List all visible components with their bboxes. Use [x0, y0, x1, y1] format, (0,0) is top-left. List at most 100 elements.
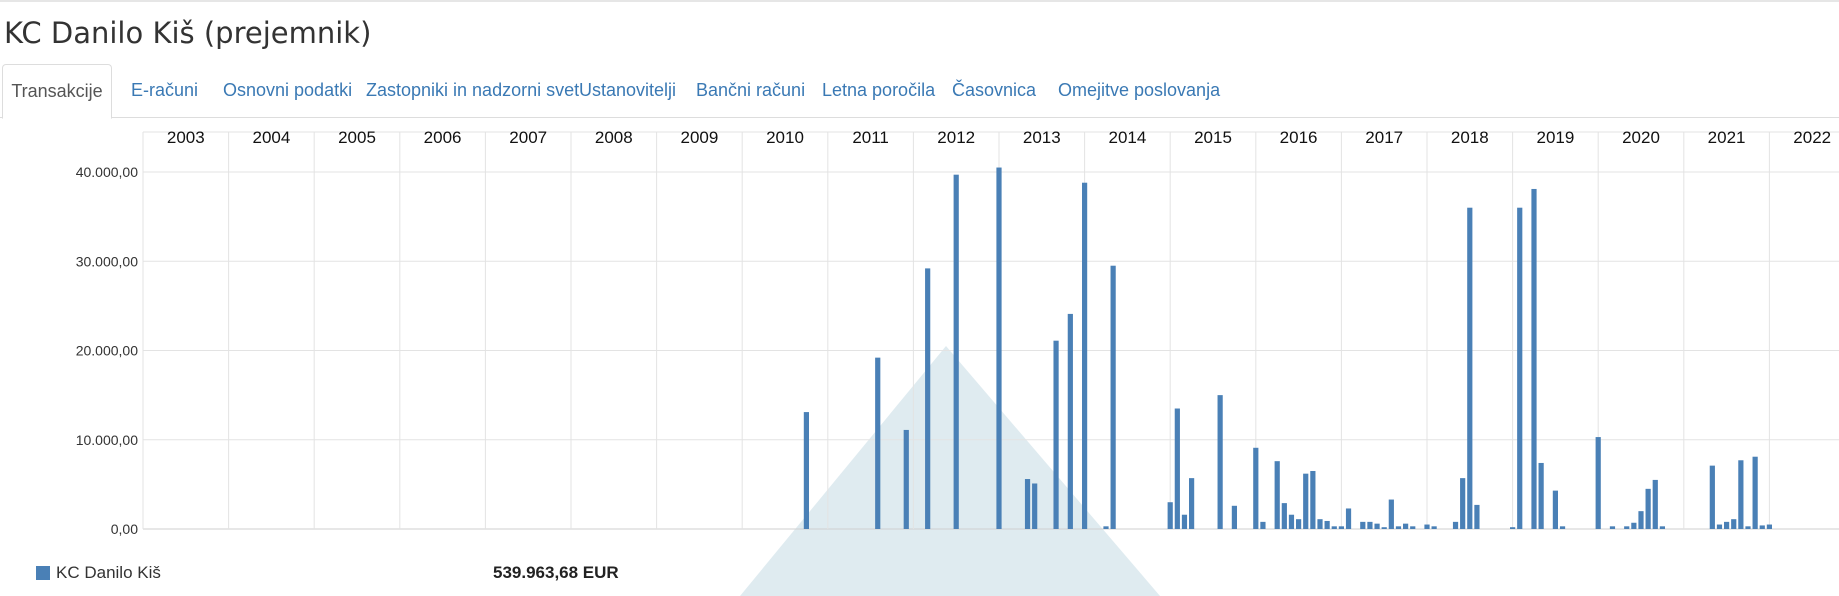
bar: [1082, 182, 1088, 529]
y-tick-label: 20.000,00: [76, 343, 138, 359]
bar: [1731, 519, 1737, 529]
bar: [803, 412, 809, 529]
bar: [996, 167, 1002, 529]
tab-ustanovitelji[interactable]: Ustanovitelji: [579, 80, 677, 100]
bar: [1296, 519, 1302, 529]
bar: [1474, 504, 1480, 529]
bar: [1331, 526, 1337, 529]
bar: [1645, 488, 1651, 529]
bar: [1510, 527, 1516, 529]
bar: [1559, 526, 1566, 529]
bar: [1531, 188, 1537, 529]
bar: [1317, 519, 1323, 529]
bar: [1381, 527, 1387, 529]
bar: [1452, 521, 1459, 529]
tab-letna-porocila[interactable]: Letna poročila: [822, 80, 936, 100]
bar: [1053, 340, 1059, 529]
tab-omejitve-poslovanja[interactable]: Omejitve poslovanja: [1058, 80, 1221, 100]
bar: [1659, 526, 1665, 529]
bar: [1103, 526, 1109, 529]
bar: [1431, 526, 1437, 529]
bar: [1766, 524, 1772, 529]
x-tick-label: 2016: [1280, 128, 1318, 147]
bar: [1538, 462, 1544, 529]
x-tick-label: 2009: [680, 128, 718, 147]
bar: [1260, 521, 1266, 529]
bar: [1253, 447, 1259, 529]
bar: [1724, 521, 1730, 529]
bar: [1360, 521, 1366, 529]
bar: [953, 174, 959, 530]
bar: [1024, 479, 1031, 529]
bar: [1624, 526, 1630, 529]
bar: [1716, 524, 1723, 529]
bar: [1552, 490, 1558, 529]
bar: [1345, 508, 1352, 529]
x-tick-label: 2013: [1023, 128, 1061, 147]
bar: [1281, 503, 1287, 529]
bar: [1217, 395, 1223, 529]
tab-bar: Transakcije E-računi Osnovni podatki Zas…: [0, 64, 1839, 119]
bar: [1288, 514, 1295, 529]
bar: [1189, 478, 1195, 529]
bar: [903, 429, 909, 529]
bar: [1609, 526, 1616, 529]
x-tick-label: 2010: [766, 128, 804, 147]
bar: [875, 357, 881, 529]
legend-label: KC Danilo Kiš: [56, 563, 161, 582]
bar: [1310, 470, 1316, 529]
bar: [1467, 207, 1473, 529]
x-tick-label: 2015: [1194, 128, 1232, 147]
tab-osnovni-podatki[interactable]: Osnovni podatki: [223, 80, 353, 100]
bar: [1274, 461, 1280, 529]
x-tick-label: 2012: [937, 128, 975, 147]
bar: [1460, 478, 1466, 529]
y-tick-label: 10.000,00: [76, 432, 138, 448]
bar: [1395, 526, 1402, 529]
y-tick-label: 40.000,00: [76, 164, 138, 180]
transactions-chart: 0,00 10.000,00 20.000,00 30.000,00 40.000,00…: [76, 128, 1839, 596]
bar: [1631, 522, 1637, 529]
bar: [1517, 207, 1523, 529]
bar: [1338, 526, 1344, 529]
x-tick-label: 2005: [338, 128, 376, 147]
bar: [1067, 313, 1073, 529]
bar: [1745, 526, 1751, 529]
legend-total: 539.963,68 EUR: [493, 563, 619, 582]
bar: [1303, 473, 1309, 529]
bar: [1367, 521, 1373, 529]
x-tick-label: 2003: [167, 128, 205, 147]
tab-zastopniki[interactable]: Zastopniki in nadzorni svet: [366, 80, 580, 100]
bar: [1110, 265, 1116, 529]
bar: [1324, 520, 1330, 529]
bar: [1638, 511, 1644, 529]
legend-swatch: [36, 566, 50, 580]
x-tick-label: 2014: [1108, 128, 1146, 147]
tab-bancni-racuni[interactable]: Bančni računi: [696, 80, 806, 100]
y-tick-label: 0,00: [111, 521, 138, 537]
x-tick-label: 2021: [1708, 128, 1746, 147]
chart-legend[interactable]: KC Danilo Kiš: [36, 562, 161, 584]
x-tick-label: 2007: [509, 128, 547, 147]
tab-e-racuni[interactable]: E-računi: [131, 80, 199, 100]
x-tick-label: 2006: [424, 128, 462, 147]
watermark-shape: [740, 346, 1160, 596]
bar: [1388, 499, 1394, 529]
bar: [1738, 460, 1744, 529]
bar: [1595, 437, 1601, 529]
bar: [1231, 505, 1237, 529]
bar: [925, 268, 931, 529]
bar: [1709, 465, 1715, 529]
bar: [1174, 408, 1180, 529]
bar: [1759, 525, 1765, 529]
x-tick-label: 2022: [1793, 128, 1831, 147]
tab-casovnica[interactable]: Časovnica: [952, 80, 1037, 100]
tab-transakcije[interactable]: Transakcije: [2, 64, 112, 119]
x-tick-label: 2020: [1622, 128, 1660, 147]
bar: [1424, 524, 1430, 529]
bar: [1652, 479, 1658, 529]
x-tick-label: 2011: [852, 128, 889, 147]
bar: [1374, 523, 1380, 529]
x-tick-label: 2008: [595, 128, 633, 147]
bar: [1181, 514, 1188, 529]
